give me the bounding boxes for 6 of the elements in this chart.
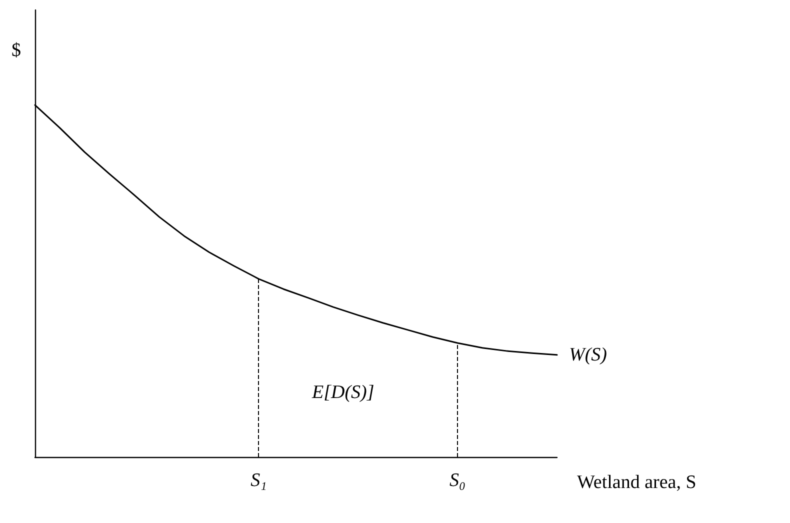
series-label: W(S) xyxy=(569,344,607,366)
annotation: E[D(S)] xyxy=(311,382,374,403)
y-axis-title: $ xyxy=(12,40,21,61)
x-tick-label: S₁ xyxy=(250,470,267,491)
x-axis-title: Wetland area, S xyxy=(577,472,696,493)
x-tick-label: S₀ xyxy=(450,470,466,491)
